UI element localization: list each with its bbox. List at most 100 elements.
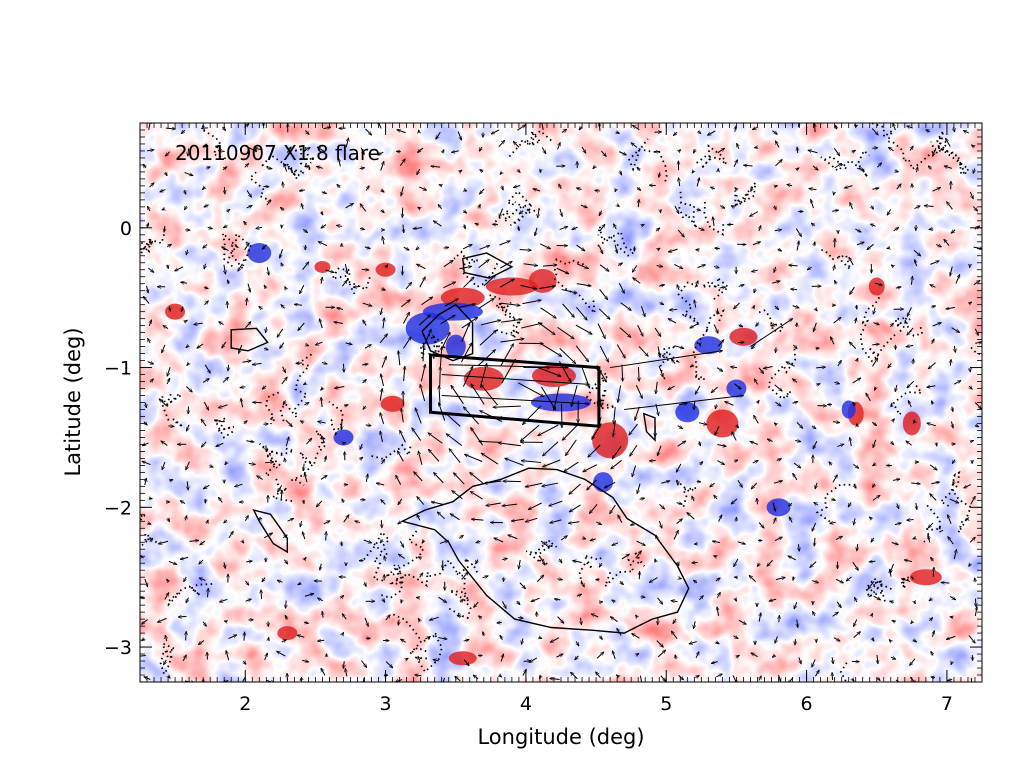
field-blob xyxy=(902,411,921,436)
velocity-arrow xyxy=(425,636,430,638)
velocity-arrow xyxy=(717,445,726,447)
velocity-arrow xyxy=(716,367,723,372)
velocity-arrow xyxy=(281,377,287,385)
velocity-arrow xyxy=(944,239,950,246)
velocity-arrow xyxy=(284,163,288,172)
velocity-arrow xyxy=(417,168,421,175)
velocity-arrow xyxy=(244,516,248,521)
velocity-arrow xyxy=(832,657,833,663)
velocity-arrow xyxy=(750,211,759,216)
velocity-arrow xyxy=(850,437,852,447)
velocity-arrow xyxy=(895,679,900,682)
velocity-arrow xyxy=(599,224,605,232)
velocity-arrow xyxy=(776,347,777,352)
velocity-arrow xyxy=(638,199,639,208)
velocity-arrow xyxy=(245,580,249,585)
velocity-arrow xyxy=(694,281,699,288)
velocity-arrow xyxy=(855,597,857,603)
velocity-arrow xyxy=(303,463,304,471)
velocity-arrow xyxy=(240,387,246,388)
velocity-arrow xyxy=(380,539,383,542)
velocity-arrow xyxy=(379,389,382,401)
velocity-arrow xyxy=(149,183,154,188)
velocity-arrow xyxy=(656,381,657,394)
velocity-arrow xyxy=(776,458,782,461)
velocity-arrow xyxy=(521,323,542,329)
velocity-arrow xyxy=(713,267,719,268)
velocity-arrow xyxy=(733,160,738,167)
velocity-arrow xyxy=(698,131,701,134)
velocity-arrow xyxy=(924,206,934,207)
velocity-arrow xyxy=(809,188,817,189)
velocity-arrow xyxy=(244,243,250,251)
velocity-arrow xyxy=(415,408,422,424)
velocity-arrow xyxy=(846,576,852,581)
velocity-arrow xyxy=(612,543,619,546)
velocity-arrow xyxy=(657,248,660,250)
velocity-arrow xyxy=(654,327,661,336)
velocity-arrow xyxy=(837,444,844,446)
velocity-arrow xyxy=(359,228,365,229)
velocity-arrow xyxy=(277,580,283,582)
velocity-arrow xyxy=(244,164,249,168)
velocity-arrow xyxy=(165,151,171,156)
velocity-arrow xyxy=(975,342,982,343)
velocity-arrow xyxy=(302,532,306,540)
velocity-arrow xyxy=(759,226,761,232)
velocity-arrow xyxy=(693,149,695,153)
velocity-arrow xyxy=(775,401,781,406)
x-tick-label: 7 xyxy=(941,693,953,715)
velocity-arrow xyxy=(640,675,642,682)
velocity-arrow xyxy=(417,514,421,521)
velocity-arrow xyxy=(298,322,305,330)
field-blob xyxy=(380,395,405,412)
velocity-arrow xyxy=(698,423,707,425)
velocity-arrow xyxy=(874,283,882,285)
velocity-arrow xyxy=(529,657,538,662)
velocity-arrow xyxy=(855,318,856,324)
velocity-arrow xyxy=(914,601,915,604)
velocity-arrow xyxy=(632,633,640,639)
velocity-arrow xyxy=(713,324,718,334)
velocity-arrow xyxy=(614,407,616,424)
velocity-arrow xyxy=(793,577,794,581)
velocity-arrow xyxy=(593,166,595,169)
velocity-arrow xyxy=(668,319,677,324)
velocity-arrow xyxy=(444,299,458,307)
velocity-arrow xyxy=(895,384,897,392)
velocity-arrow xyxy=(687,513,695,520)
velocity-arrow xyxy=(424,329,431,345)
velocity-arrow xyxy=(853,402,855,407)
field-blob xyxy=(333,429,354,446)
velocity-arrow xyxy=(767,439,773,442)
velocity-arrow xyxy=(812,581,818,583)
velocity-arrow xyxy=(518,618,523,619)
velocity-arrow xyxy=(491,129,500,134)
velocity-arrow xyxy=(853,518,855,525)
y-tick-label: −3 xyxy=(104,637,132,659)
velocity-arrow xyxy=(835,578,843,583)
velocity-arrow xyxy=(871,206,873,210)
velocity-arrow xyxy=(931,306,935,307)
velocity-arrow xyxy=(539,243,550,249)
velocity-arrow xyxy=(833,148,839,156)
velocity-arrow xyxy=(950,359,951,366)
velocity-arrow xyxy=(873,595,881,600)
velocity-arrow xyxy=(874,387,876,390)
velocity-arrow xyxy=(775,636,778,643)
velocity-arrow xyxy=(616,132,620,134)
velocity-arrow xyxy=(735,598,737,601)
velocity-arrow xyxy=(519,211,524,214)
velocity-arrow xyxy=(219,322,224,325)
velocity-arrow xyxy=(556,654,563,658)
velocity-arrow xyxy=(834,192,835,195)
velocity-arrow xyxy=(461,323,471,343)
velocity-arrow xyxy=(911,621,913,623)
velocity-arrow xyxy=(264,653,268,661)
velocity-arrow xyxy=(186,249,188,255)
velocity-arrow xyxy=(252,363,262,364)
velocity-arrow xyxy=(941,582,950,583)
velocity-arrow xyxy=(887,248,890,249)
velocity-arrow xyxy=(692,496,694,502)
field-blob xyxy=(165,303,186,320)
